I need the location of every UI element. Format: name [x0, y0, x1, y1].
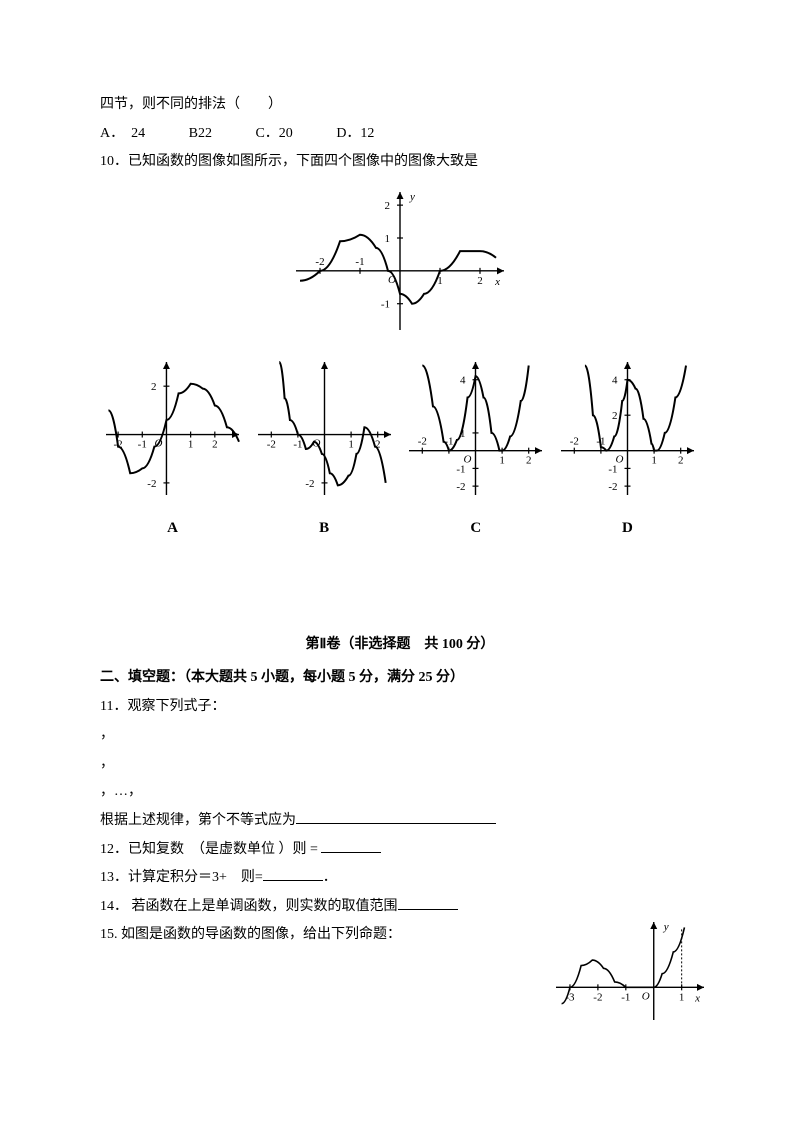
- q10-given-graph: -2-112-112Oxy: [290, 186, 510, 347]
- svg-text:4: 4: [460, 375, 466, 387]
- svg-text:O: O: [464, 454, 472, 466]
- q9-choice-d: D．12: [336, 121, 374, 148]
- svg-text:-1: -1: [138, 439, 147, 451]
- q13-line: 13．计算定积分＝3+ 则= ．: [100, 865, 700, 892]
- svg-text:4: 4: [612, 375, 618, 387]
- svg-text:2: 2: [612, 411, 618, 423]
- svg-text:2: 2: [678, 455, 684, 467]
- q15-wrap: 15. 如图是函数的导函数的图像，给出下列命题： -3-2-11Oxy: [100, 922, 700, 949]
- q10-options-row: -2-112-22O A -2-112-2O B -2-112-2-114O C…: [100, 356, 700, 542]
- q10-option-b: -2-112-2O B: [252, 356, 397, 542]
- section2-subtitle: 二、填空题：（本大题共 5 小题，每小题 5 分，满分 25 分）: [100, 665, 700, 692]
- svg-text:-2: -2: [305, 478, 314, 490]
- svg-text:-2: -2: [147, 478, 156, 490]
- svg-text:-1: -1: [445, 436, 454, 448]
- svg-text:1: 1: [385, 233, 391, 245]
- svg-text:-1: -1: [293, 439, 302, 451]
- svg-text:1: 1: [188, 439, 194, 451]
- q11-line5-prefix: 根据上述规律，第个不等式应为: [100, 813, 296, 828]
- svg-text:2: 2: [151, 382, 157, 394]
- svg-text:1: 1: [651, 455, 657, 467]
- svg-text:x: x: [494, 276, 500, 288]
- svg-text:O: O: [642, 991, 650, 1003]
- section2-title: 第Ⅱ卷（非选择题 共 100 分）: [100, 632, 700, 659]
- q11-line2: ，: [100, 722, 700, 749]
- svg-text:2: 2: [212, 439, 218, 451]
- q9-stem: 四节，则不同的排法（ ）: [100, 92, 700, 119]
- q12-line: 12．已知复数 （是虚数单位 ）则 =: [100, 837, 700, 864]
- svg-text:-1: -1: [621, 992, 630, 1004]
- q15-graph: -3-2-11Oxy: [550, 916, 710, 1037]
- q10-option-d: -2-112-2-124O D: [555, 356, 700, 542]
- svg-text:2: 2: [385, 200, 391, 212]
- q9-choices: A． 24 B22 C．20 D．12: [100, 121, 700, 148]
- svg-text:1: 1: [348, 439, 354, 451]
- q12-prefix: 12．已知复数 （是虚数单位 ）则 =: [100, 842, 321, 857]
- q11-line4: ，…，: [100, 779, 700, 806]
- svg-text:-2: -2: [418, 436, 427, 448]
- svg-text:2: 2: [526, 455, 532, 467]
- q13-prefix: 13．计算定积分＝3+ 则=: [100, 870, 263, 885]
- svg-text:O: O: [615, 454, 623, 466]
- q10-stem: 10．已知函数的图像如图所示，下面四个图像中的图像大致是: [100, 149, 700, 176]
- svg-text:y: y: [663, 921, 669, 933]
- svg-text:-1: -1: [381, 298, 390, 310]
- q10-given-graph-row: -2-112-112Oxy: [100, 186, 700, 347]
- q11-blank: [296, 823, 496, 824]
- q12-blank: [321, 852, 381, 853]
- q9-choice-c: C．20: [255, 121, 292, 148]
- q10-option-a: -2-112-22O A: [100, 356, 245, 542]
- q9-choice-b: B22: [189, 121, 212, 148]
- q13-suffix: ．: [323, 870, 337, 885]
- svg-text:1: 1: [500, 455, 506, 467]
- svg-text:-2: -2: [593, 992, 602, 1004]
- q11-line5: 根据上述规律，第个不等式应为: [100, 808, 700, 835]
- q13-blank: [263, 880, 323, 881]
- q10-option-c: -2-112-2-114O C: [403, 356, 548, 542]
- svg-text:y: y: [409, 191, 415, 203]
- q14-blank: [398, 909, 458, 910]
- q14-prefix: 14． 若函数在上是单调函数，则实数的取值范围: [100, 899, 398, 914]
- svg-text:2: 2: [477, 275, 483, 287]
- q9-choice-a: A． 24: [100, 121, 145, 148]
- svg-text:-2: -2: [315, 256, 324, 268]
- q10-option-d-label: D: [555, 514, 700, 543]
- q10-option-a-label: A: [100, 514, 245, 543]
- q11-line1: 11．观察下列式子：: [100, 694, 700, 721]
- svg-text:-2: -2: [570, 436, 579, 448]
- svg-text:-2: -2: [608, 482, 617, 494]
- svg-text:-2: -2: [457, 482, 466, 494]
- q11-line3: ，: [100, 751, 700, 778]
- q10-option-b-label: B: [252, 514, 397, 543]
- svg-text:-1: -1: [355, 256, 364, 268]
- q10-option-c-label: C: [403, 514, 548, 543]
- svg-text:x: x: [694, 993, 700, 1005]
- svg-text:-2: -2: [266, 439, 275, 451]
- svg-text:1: 1: [679, 992, 685, 1004]
